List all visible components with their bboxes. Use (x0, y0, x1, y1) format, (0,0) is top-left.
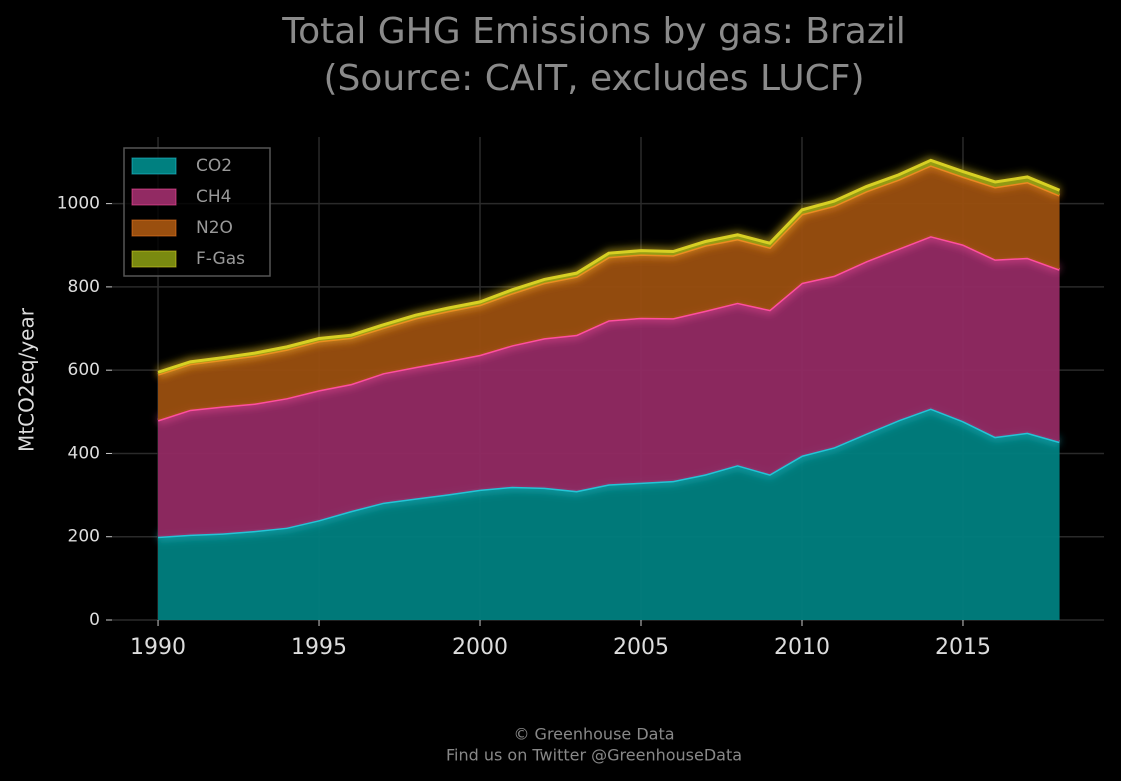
y-tick-label: 800 (68, 277, 100, 297)
footer: Find us on Twitter @GreenhouseData (446, 746, 742, 765)
y-tick-label: 0 (89, 610, 100, 630)
chart-title: Total GHG Emissions by gas: Brazil (281, 11, 906, 52)
legend-label: F-Gas (196, 249, 245, 269)
y-tick-label: 600 (68, 360, 100, 380)
legend-swatch (131, 157, 177, 175)
area (158, 236, 1060, 537)
x-tick-label: 2010 (774, 635, 830, 660)
x-tick-label: 2015 (935, 635, 991, 660)
legend-label: N2O (196, 218, 233, 238)
y-tick-label: 1000 (57, 194, 100, 214)
area-line (157, 234, 1061, 422)
legend-label: CH4 (196, 187, 231, 207)
legend-swatch (131, 219, 177, 237)
area (158, 165, 1060, 421)
legend-swatch (131, 188, 177, 206)
footer: © Greenhouse Data (513, 725, 674, 744)
y-tick-label: 200 (68, 527, 100, 547)
y-axis-label: MtCO2eq/year (15, 307, 39, 452)
x-tick-label: 1990 (130, 635, 186, 660)
legend-swatch (131, 250, 177, 268)
chart-subtitle: (Source: CAIT, excludes LUCF) (323, 58, 864, 99)
y-tick-label: 400 (68, 443, 100, 463)
legend-label: CO2 (196, 156, 232, 176)
x-tick-label: 2000 (452, 635, 508, 660)
x-tick-label: 2005 (613, 635, 669, 660)
x-tick-label: 1995 (291, 635, 347, 660)
area (158, 408, 1060, 620)
area-line (157, 158, 1061, 374)
